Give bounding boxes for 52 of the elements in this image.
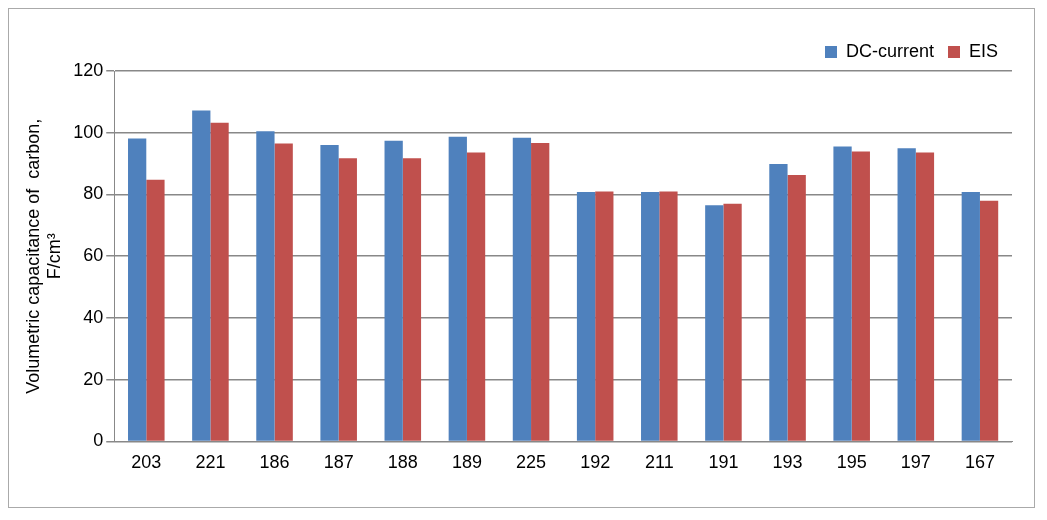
bar [897, 148, 916, 441]
bar [961, 192, 980, 441]
bar [769, 163, 788, 441]
bar [659, 191, 678, 441]
bar [466, 152, 486, 441]
bar [146, 179, 165, 441]
x-tick-label: 189 [451, 452, 482, 473]
x-tick-label: 191 [708, 452, 739, 473]
x-tick-label: 192 [580, 452, 611, 473]
bar [851, 151, 870, 441]
bar [320, 145, 339, 441]
bar [915, 152, 935, 441]
bar [641, 192, 660, 441]
x-tick-label: 211 [644, 452, 674, 473]
x-tick-label: 197 [900, 452, 931, 473]
x-tick-label: 225 [516, 452, 547, 473]
bar [531, 142, 550, 441]
bar [979, 200, 999, 441]
bar [384, 140, 403, 441]
y-tick-label: 120 [73, 59, 104, 80]
bar [833, 146, 852, 441]
bar [402, 158, 422, 441]
bar [512, 137, 532, 441]
x-tick-label: 203 [131, 452, 162, 473]
bar [274, 143, 293, 441]
x-tick-label: 193 [772, 452, 803, 473]
bar [338, 158, 357, 441]
x-tick-label: 221 [195, 452, 226, 473]
x-tick-label: 188 [387, 452, 418, 473]
bar [787, 175, 806, 441]
bar [192, 110, 211, 441]
legend-label: EIS [968, 40, 998, 61]
bar [723, 203, 742, 441]
x-tick-label: 167 [964, 452, 995, 473]
y-tick-label: 0 [93, 430, 104, 451]
bar [705, 205, 724, 441]
y-tick-label: 20 [83, 368, 104, 389]
bar [448, 136, 467, 441]
y-tick-label: 80 [83, 183, 104, 204]
bar [576, 192, 596, 441]
y-tick-label: 100 [73, 121, 104, 142]
bar [210, 122, 229, 441]
x-tick-label: 186 [259, 452, 290, 473]
bar [256, 131, 275, 441]
bar [595, 191, 614, 441]
y-tick-label: 60 [83, 245, 104, 266]
y-tick-label: 40 [83, 306, 104, 327]
x-tick-label: 187 [323, 452, 354, 473]
x-tick-label: 195 [836, 452, 867, 473]
y-axis-title: Volumetric capacitance of carbon, F/cm³ [22, 118, 65, 394]
bar [128, 138, 147, 441]
legend-label: DC-current [845, 40, 934, 61]
